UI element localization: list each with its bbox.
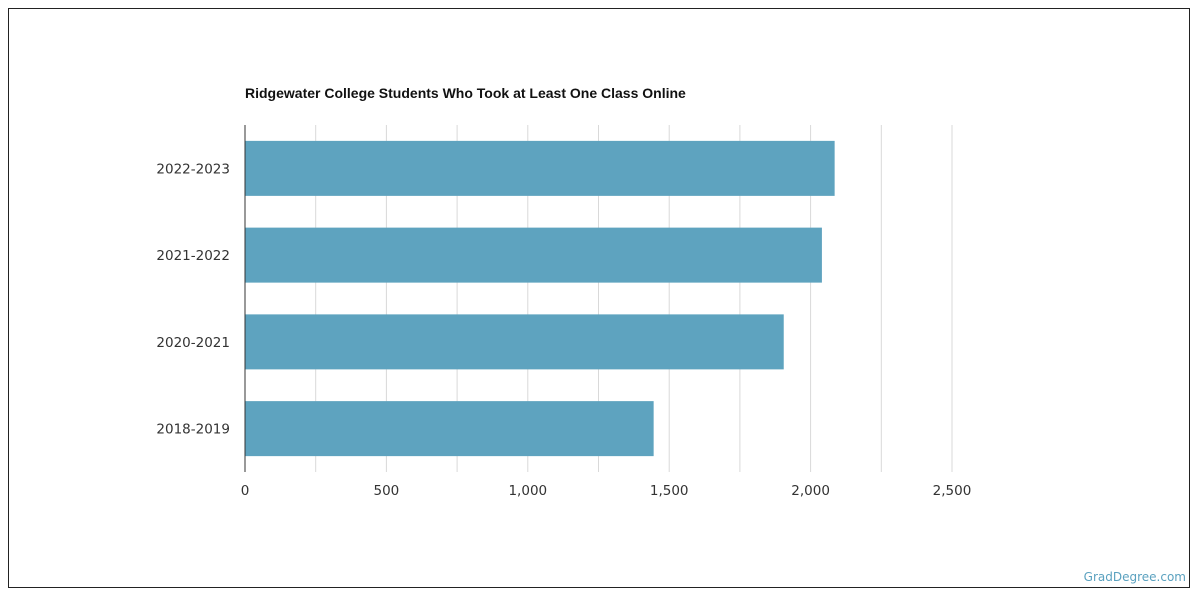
source-watermark[interactable]: GradDegree.com [1083, 570, 1186, 584]
category-label: 2020-2021 [156, 335, 230, 351]
x-tick-label: 1,000 [508, 483, 547, 499]
x-tick-label: 500 [374, 483, 400, 499]
bar[interactable] [245, 314, 784, 370]
bar[interactable] [245, 401, 654, 457]
category-label: 2022-2023 [156, 161, 230, 177]
labels: 2022-2023 2021-2022 2020-2021 2018-2019 0 500… [156, 161, 971, 499]
bars [245, 140, 835, 457]
x-tick-label: 2,000 [791, 483, 830, 499]
bar[interactable] [245, 227, 822, 283]
chart-title: Ridgewater College Students Who Took at … [245, 85, 686, 101]
x-tick-label: 0 [241, 483, 250, 499]
bar[interactable] [245, 140, 835, 196]
x-tick-label: 2,500 [933, 483, 972, 499]
x-tick-label: 1,500 [650, 483, 689, 499]
category-label: 2021-2022 [156, 248, 230, 264]
category-label: 2018-2019 [156, 422, 230, 438]
